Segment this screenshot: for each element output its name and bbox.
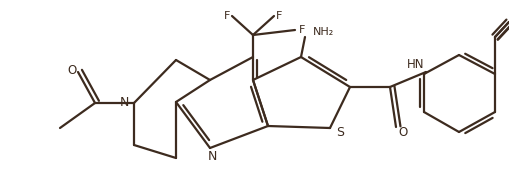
Text: S: S xyxy=(336,126,344,139)
Text: O: O xyxy=(399,126,408,139)
Text: F: F xyxy=(299,25,305,35)
Text: O: O xyxy=(67,64,77,76)
Text: F: F xyxy=(276,11,282,21)
Text: N: N xyxy=(120,96,129,109)
Text: NH₂: NH₂ xyxy=(313,27,334,37)
Text: F: F xyxy=(224,11,230,21)
Text: HN: HN xyxy=(407,59,424,72)
Text: N: N xyxy=(207,150,217,163)
